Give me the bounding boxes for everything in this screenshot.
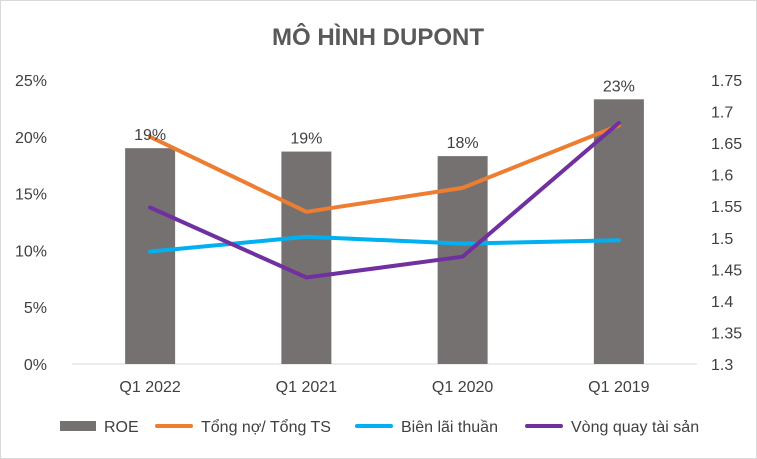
right-axis-tick-label: 1.6 xyxy=(711,168,733,185)
legend-label: Biên lãi thuần xyxy=(401,419,498,436)
roe-bar xyxy=(593,99,644,364)
line-vong-quay-tai-san xyxy=(148,120,621,280)
left-axis-tick-label: 25% xyxy=(15,73,47,90)
legend-label: Vòng quay tài sản xyxy=(571,419,699,436)
roe-bar xyxy=(281,151,332,364)
x-axis-tick-label: Q1 2019 xyxy=(588,379,649,396)
line-tong-no-tong-ts xyxy=(148,123,621,214)
roe-bars xyxy=(125,99,644,364)
line-series-group xyxy=(148,120,621,280)
left-axis-tick-label: 5% xyxy=(24,300,47,317)
right-axis-tick-label: 1.65 xyxy=(711,136,742,153)
legend-item: ROE xyxy=(60,419,139,436)
right-axis-tick-label: 1.55 xyxy=(711,199,742,216)
right-axis-tick-label: 1.5 xyxy=(711,231,733,248)
right-axis-tick-label: 1.7 xyxy=(711,105,733,122)
x-axis-tick-label: Q1 2020 xyxy=(432,379,493,396)
roe-data-label: 19% xyxy=(134,127,166,144)
left-axis-tick-label: 20% xyxy=(15,130,47,147)
roe-bar xyxy=(125,148,176,364)
legend-label: ROE xyxy=(104,419,139,436)
legend-item: Vòng quay tài sản xyxy=(525,419,699,436)
left-axis-tick-label: 0% xyxy=(24,357,47,374)
x-axis-tick-label: Q1 2021 xyxy=(276,379,337,396)
right-axis-tick-label: 1.4 xyxy=(711,294,733,311)
right-axis-tick-label: 1.3 xyxy=(711,357,733,374)
chart-title: MÔ HÌNH DUPONT xyxy=(272,23,484,51)
roe-data-label: 23% xyxy=(603,78,635,95)
left-axis-tick-label: 10% xyxy=(15,243,47,260)
chart-legend: ROE Tổng nợ/ Tổng TS Biên lãi thuần Vòng qu… xyxy=(60,418,699,436)
left-axis: 0% 5% 10% 15% 20% 25% xyxy=(15,73,47,374)
right-axis-tick-label: 1.35 xyxy=(711,325,742,342)
roe-data-label: 18% xyxy=(447,135,479,152)
bar-data-labels: 19% 19% 18% 23% xyxy=(134,78,635,152)
roe-data-label: 19% xyxy=(290,131,322,148)
x-axis-tick-label: Q1 2022 xyxy=(119,379,180,396)
right-axis-tick-label: 1.75 xyxy=(711,73,742,90)
legend-label: Tổng nợ/ Tổng TS xyxy=(201,418,331,436)
legend-item: Tổng nợ/ Tổng TS xyxy=(155,418,331,436)
left-axis-tick-label: 15% xyxy=(15,187,47,204)
x-axis: Q1 2022 Q1 2021 Q1 2020 Q1 2019 xyxy=(119,379,649,396)
legend-item: Biên lãi thuần xyxy=(355,419,498,436)
right-axis: 1.3 1.35 1.4 1.45 1.5 1.55 1.6 1.65 1.7 1.75 xyxy=(711,73,742,374)
legend-swatch xyxy=(60,421,96,431)
right-axis-tick-label: 1.45 xyxy=(711,262,742,279)
